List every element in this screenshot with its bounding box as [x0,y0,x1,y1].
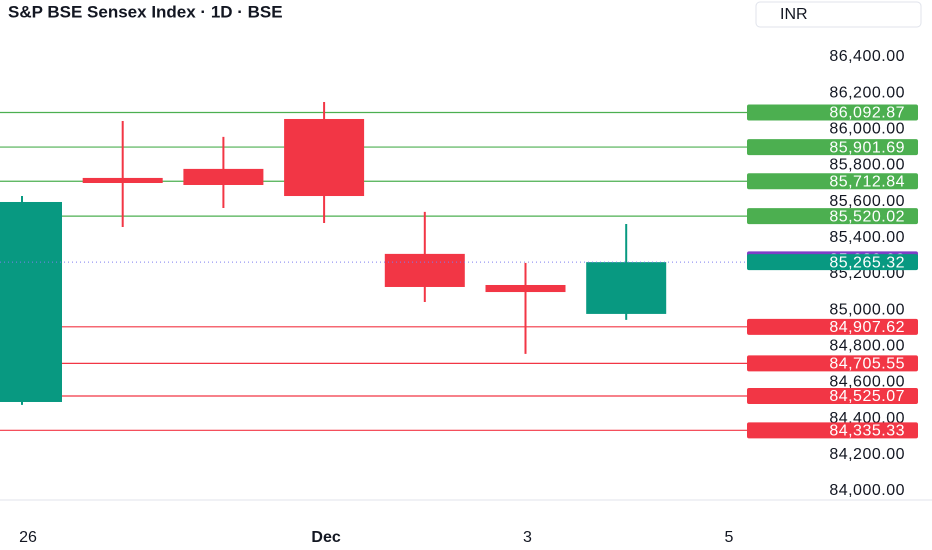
candle-body [0,201,62,402]
price-badge [747,104,918,121]
candle-body [384,253,465,287]
price-badge [747,388,918,405]
y-tick-label: 86,400.00 [829,48,905,65]
price-badge [747,139,918,156]
currency-box[interactable] [755,1,922,28]
y-tick-label: 85,000.00 [829,301,905,318]
y-tick-label: 85,600.00 [829,193,905,210]
y-tick-label: 84,200.00 [829,446,905,463]
x-tick-label: 26 [19,529,37,546]
y-tick-label: 86,000.00 [829,121,905,138]
price-badge-label: 84,907.62 [829,319,905,336]
price-badge-label: 85,712.84 [829,173,905,190]
y-tick-label: 84,800.00 [829,338,905,355]
price-badge-label: 86,092.87 [829,105,905,122]
candle-body [82,177,163,184]
y-tick-label: 84,000.00 [829,482,905,499]
candle-body [586,262,667,314]
x-tick-label: Dec [311,529,340,546]
price-badge [747,355,918,372]
price-badge-label: 84,705.55 [829,356,905,373]
x-tick-label: 3 [523,529,532,546]
price-badge [747,208,918,225]
y-tick-label: 85,400.00 [829,229,905,246]
y-tick-label: 84,600.00 [829,374,905,391]
price-badge-label: 85,265.32 [829,254,905,271]
y-tick-label: 85,800.00 [829,157,905,174]
candle-body [485,284,566,293]
price-badge [747,173,918,190]
price-badge-label: 84,335.33 [829,423,905,440]
candle-body [284,118,365,197]
chart-title: S&P BSE Sensex Index · 1D · BSE [8,2,283,21]
price-badge-label: 85,520.02 [829,208,905,225]
price-badge-label: 85,901.69 [829,139,905,156]
price-badge [747,422,918,439]
x-tick-label: 5 [724,529,733,546]
price-badge [747,254,918,271]
candle-body [183,168,264,185]
y-tick-label: 86,200.00 [829,84,905,101]
currency[interactable]: INR [780,6,808,23]
price-badge [747,318,918,335]
price-badge-label: 84,525.07 [829,388,905,405]
